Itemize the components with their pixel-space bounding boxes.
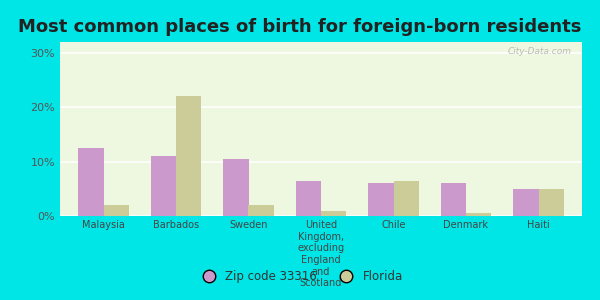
Bar [151,156,176,216]
Bar [223,159,248,216]
Text: Most common places of birth for foreign-born residents: Most common places of birth for foreign-… [19,18,581,36]
Text: City-Data.com: City-Data.com [508,47,572,56]
Bar [248,205,274,216]
Bar [296,181,321,216]
Bar [394,181,419,216]
Bar [466,213,491,216]
Bar [539,189,564,216]
Bar [104,205,129,216]
Bar [176,96,202,216]
Bar [513,189,539,216]
Bar [321,211,346,216]
Bar [368,183,394,216]
Bar [78,148,104,216]
Legend: Zip code 33316, Florida: Zip code 33316, Florida [192,266,408,288]
Bar [440,183,466,216]
